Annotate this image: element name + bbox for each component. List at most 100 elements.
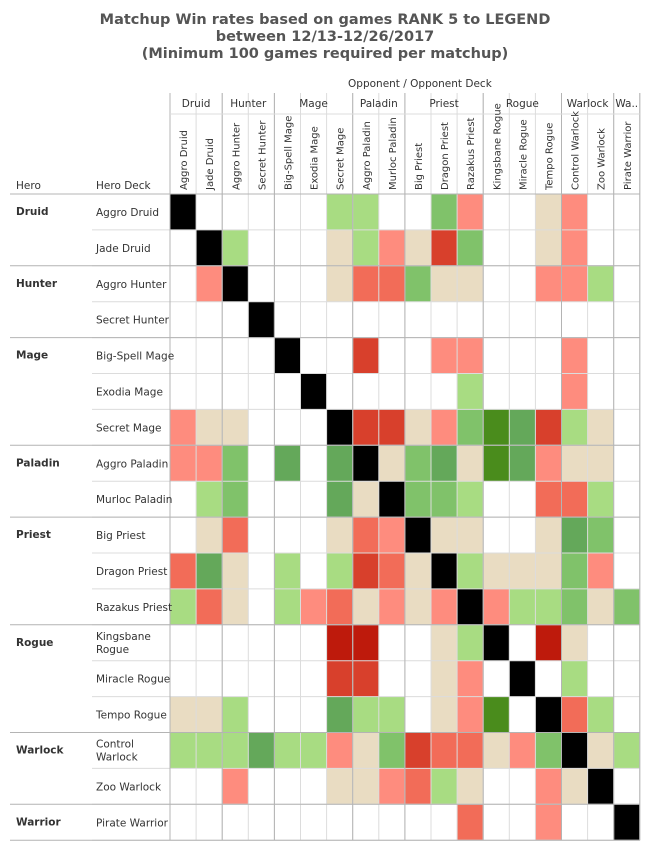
heatmap-cell [196, 301, 223, 338]
heatmap-cell [431, 229, 458, 266]
heatmap-cell [196, 588, 223, 625]
heatmap-cell [587, 553, 614, 589]
col-hero-hunter: Hunter [230, 98, 267, 110]
heatmap-cell [509, 624, 536, 661]
heatmap-cell [274, 409, 301, 446]
heatmap-cell [561, 301, 588, 338]
heatmap-cell [431, 517, 458, 553]
heatmap-cell [300, 768, 327, 805]
heatmap-cell [300, 696, 327, 733]
row-label-jade-druid: Jade Druid [95, 243, 151, 255]
heatmap-cell [170, 588, 197, 625]
heatmap-cell [483, 445, 510, 482]
heatmap-cell [352, 229, 379, 266]
heatmap-cell [326, 481, 353, 518]
heatmap-cell [509, 445, 536, 482]
heatmap-cell [404, 624, 431, 661]
heatmap-cell [457, 194, 484, 230]
heatmap-cell [404, 445, 431, 482]
col-label-zoo-warlock: Zoo Warlock [597, 128, 608, 190]
heatmap-cell [352, 337, 379, 374]
row-label-secret-mage: Secret Mage [96, 422, 162, 434]
heatmap-cell [587, 265, 614, 302]
col-hero-warlock: Warlock [567, 98, 610, 110]
heatmap-cell [326, 624, 353, 661]
heatmap-cell [274, 624, 301, 661]
heatmap-cell [352, 445, 379, 482]
heatmap-cell [509, 481, 536, 518]
col-label-tempo-rogue: Tempo Rogue [544, 123, 555, 191]
heatmap-cell [535, 624, 562, 661]
heatmap-cell [587, 229, 614, 266]
heatmap-cell [196, 553, 223, 589]
heatmap-cell [352, 624, 379, 661]
heatmap-cell [431, 265, 458, 302]
heatmap-cell [509, 768, 536, 805]
heatmap-cell [222, 409, 249, 446]
heatmap-cell [248, 229, 275, 266]
heatmap-cell [274, 553, 301, 589]
heatmap-cell [196, 696, 223, 733]
heatmap-cell [222, 194, 249, 230]
heatmap-cell [170, 553, 197, 589]
heatmap-cell [457, 588, 484, 625]
heatmap-cell [561, 660, 588, 697]
heatmap-cell [509, 194, 536, 230]
heatmap-cell [248, 553, 275, 589]
heatmap-cell [509, 337, 536, 374]
heatmap-cell [587, 301, 614, 338]
heatmap-cell [378, 553, 405, 589]
heatmap-cell [196, 229, 223, 266]
heatmap-cell [587, 337, 614, 374]
heatmap-cell [378, 768, 405, 805]
heatmap-cell [457, 660, 484, 697]
heatmap-cell [170, 301, 197, 338]
heatmap-cell [587, 481, 614, 518]
heatmap-cell [483, 229, 510, 266]
heatmap-cell [509, 265, 536, 302]
row-label-razakus-priest: Razakus Priest [96, 602, 172, 614]
row-header-hero: Hero [16, 180, 41, 192]
heatmap-cell [222, 301, 249, 338]
heatmap-cell [300, 194, 327, 230]
heatmap-cell [404, 804, 431, 841]
heatmap-cell [483, 481, 510, 518]
heatmap-cell [378, 624, 405, 661]
heatmap-cell [222, 445, 249, 482]
heatmap-cell [222, 732, 249, 769]
heatmap-cell [170, 804, 197, 841]
heatmap-cell [326, 445, 353, 482]
heatmap-cell [404, 553, 431, 589]
row-label-control-warlock-line1: Control [96, 738, 134, 750]
heatmap-cell [431, 696, 458, 733]
heatmap-cell [170, 409, 197, 446]
heatmap-cell [561, 768, 588, 805]
heatmap-cell [431, 301, 458, 338]
heatmap-cell [535, 409, 562, 446]
col-hero-druid: Druid [182, 98, 211, 110]
heatmap-cell [300, 373, 327, 410]
heatmap-cell [222, 768, 249, 805]
heatmap-cell [561, 409, 588, 446]
row-hero-rogue: Rogue [16, 637, 53, 649]
heatmap-cell [457, 624, 484, 661]
row-header-hero-deck: Hero Deck [96, 180, 152, 192]
heatmap-cell [483, 696, 510, 733]
heatmap-cell [248, 588, 275, 625]
heatmap-cell [222, 553, 249, 589]
heatmap-cell [404, 301, 431, 338]
heatmap-cell [431, 588, 458, 625]
heatmap-cell [352, 732, 379, 769]
heatmap-cell [378, 194, 405, 230]
heatmap-cell [457, 553, 484, 589]
heatmap-cell [326, 265, 353, 302]
col-hero-wa: Wa.. [615, 98, 638, 110]
heatmap-cell [326, 337, 353, 374]
row-label-aggro-hunter: Aggro Hunter [96, 279, 167, 291]
heatmap-cell [352, 553, 379, 589]
heatmap-cell [248, 445, 275, 482]
heatmap-cell [378, 517, 405, 553]
heatmap-cell [404, 768, 431, 805]
heatmap-cell [352, 696, 379, 733]
heatmap-cell [300, 265, 327, 302]
